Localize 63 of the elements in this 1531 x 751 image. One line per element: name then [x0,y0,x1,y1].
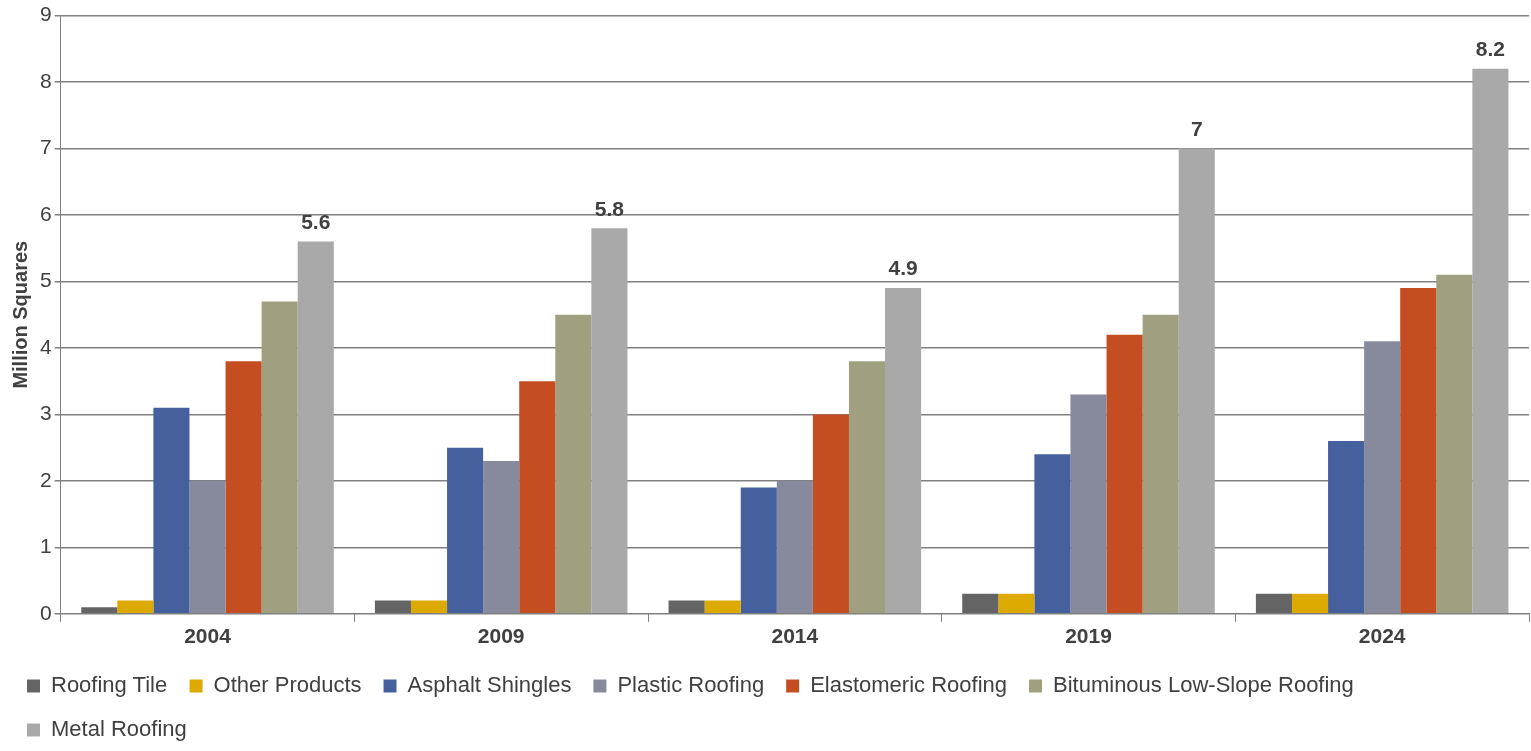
bar [668,600,705,614]
bar [1106,334,1143,614]
bar [1142,314,1179,614]
bar [998,593,1035,614]
x-tick-label: 2019 [1065,624,1112,648]
bar [776,480,813,614]
legend-label: Metal Roofing [51,716,187,742]
legend-label: Bituminous Low-Slope Roofing [1053,672,1354,698]
bar [1328,440,1365,614]
y-tick-label: 1 [39,534,52,558]
bar [81,607,118,614]
bar [704,600,741,614]
legend-label: Roofing Tile [51,672,168,698]
data-label: 8.2 [1475,37,1506,61]
bar [261,301,298,614]
x-tick-label: 2009 [477,624,525,648]
bar [117,600,154,614]
bar [1291,593,1329,614]
legend-label: Plastic Roofing [617,672,765,698]
y-tick-label: 0 [39,600,52,624]
bar [189,480,226,614]
bar [1255,593,1292,614]
bar [1472,68,1509,614]
bar [1178,148,1215,614]
data-label: 4.9 [888,256,918,280]
bar [962,593,999,614]
y-tick-label: 6 [39,201,52,225]
bar [740,487,777,614]
bar [410,600,448,614]
x-tick-label: 2024 [1358,624,1406,648]
y-tick-label: 7 [39,135,52,159]
y-tick-label: 5 [39,268,52,292]
data-label: 5.6 [301,209,331,233]
bar [1400,288,1437,614]
legend-label: Other Products [213,672,362,698]
bar [153,407,190,614]
y-tick-label: 2 [39,467,52,491]
bar [1364,341,1401,614]
bar [374,600,411,614]
bar [812,414,849,614]
y-tick-label: 9 [39,2,52,26]
x-tick-label: 2004 [184,624,232,648]
bar [297,241,334,614]
y-tick-label: 8 [39,68,52,92]
bar [225,361,262,614]
bar [591,228,628,614]
bar [519,381,556,614]
bar [555,314,592,614]
bar [447,447,484,614]
data-label: 7 [1190,116,1203,140]
bar [1070,394,1107,614]
y-axis-title: Million Squares [8,240,31,389]
bar [885,288,922,614]
x-tick-label: 2014 [771,624,819,648]
legend-label: Elastomeric Roofing [810,672,1008,698]
y-tick-label: 4 [39,334,52,358]
legend-label: Asphalt Shingles [407,672,572,698]
bar [483,460,520,614]
bar [848,361,886,614]
data-label: 5.8 [594,196,625,220]
y-tick-label: 3 [39,401,52,425]
bar [1436,274,1473,614]
bar [1034,454,1071,614]
